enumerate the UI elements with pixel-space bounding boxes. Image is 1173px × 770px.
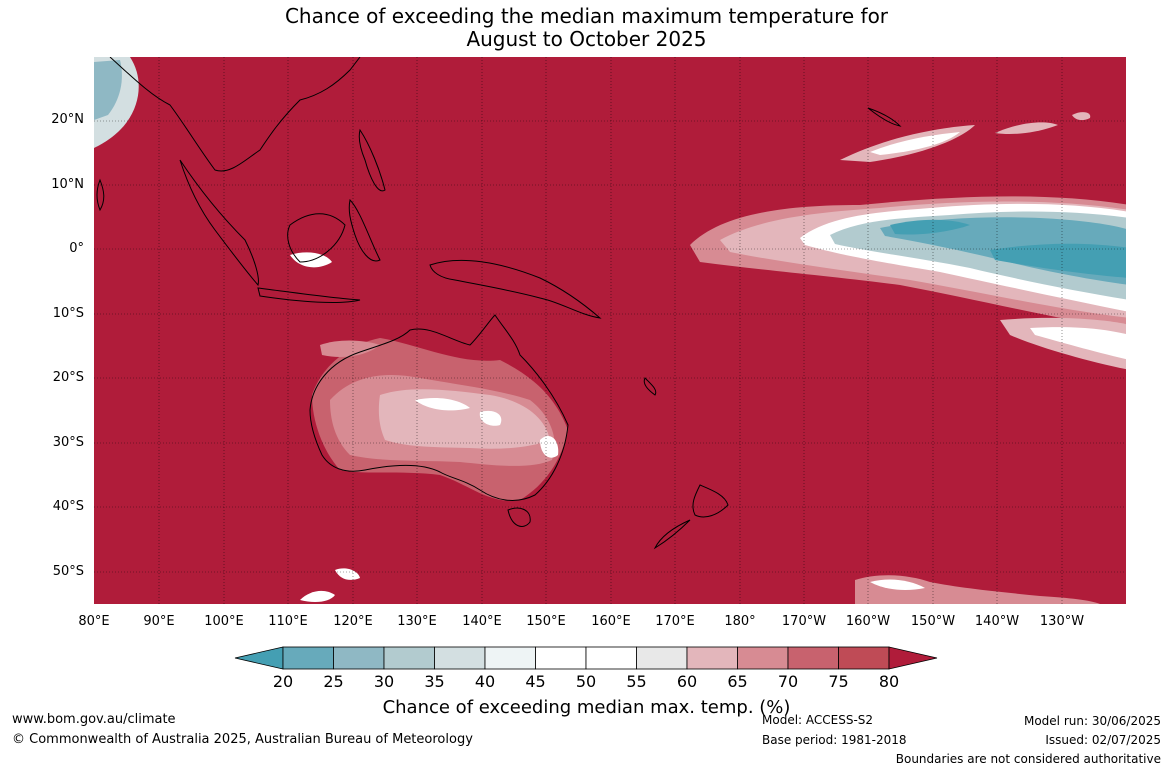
indian-subcontinent-anomaly: [94, 57, 139, 148]
map-title-line1: Chance of exceeding the median maximum t…: [284, 4, 889, 28]
colorbar-segment: [434, 646, 486, 670]
map-background: [94, 57, 1126, 604]
lon-label-180: 180°: [724, 614, 756, 629]
colorbar-tick-label: 65: [727, 672, 748, 691]
forecast-map: [94, 57, 1126, 604]
lat-label-20s: 20°S: [52, 370, 84, 385]
lat-label-10n: 10°N: [51, 177, 84, 192]
issued-text: Issued: 02/07/2025: [1045, 733, 1161, 747]
website-link[interactable]: www.bom.gov.au/climate: [12, 712, 176, 727]
colorbar-segment: [585, 646, 637, 670]
lon-label-150w: 150°W: [910, 614, 956, 629]
colorbar-tick-label: 30: [373, 672, 395, 691]
lon-label-150e: 150°E: [526, 614, 566, 629]
colorbar-tick-label: 20: [272, 672, 294, 691]
colorbar-tick-label: 60: [676, 672, 698, 691]
lon-label-140w: 140°W: [974, 614, 1020, 629]
lon-label-160e: 160°E: [591, 614, 631, 629]
colorbar-tick-label: 80: [878, 672, 900, 691]
graticule: [94, 57, 1126, 604]
lon-label-160w: 160°W: [845, 614, 891, 629]
lon-label-120e: 120°E: [333, 614, 373, 629]
lat-label-20n: 20°N: [51, 112, 84, 127]
lat-label-40s: 40°S: [52, 499, 84, 514]
lat-label-30s: 30°S: [52, 435, 84, 450]
lon-label-110e: 110°E: [268, 614, 308, 629]
colorbar-segment: [737, 646, 789, 670]
lon-label-170w: 170°W: [781, 614, 827, 629]
base-period-text: Base period: 1981-2018: [762, 733, 907, 747]
australia-anomaly: [312, 338, 568, 501]
lon-label-100e: 100°E: [204, 614, 244, 629]
colorbar-tick-label: 45: [525, 672, 546, 691]
copyright-text: © Commonwealth of Australia 2025, Austra…: [12, 732, 473, 747]
colorbar-segment: [333, 646, 385, 670]
colorbar-tick-label: 70: [777, 672, 799, 691]
colorbar-tick-label: 25: [323, 672, 344, 691]
map-title-line2: August to October 2025: [466, 27, 707, 51]
colorbar-segment: [838, 646, 890, 670]
coastlines: [96, 57, 902, 550]
lon-label-130e: 130°E: [397, 614, 437, 629]
lon-label-140e: 140°E: [462, 614, 502, 629]
lat-label-50s: 50°S: [52, 564, 84, 579]
colorbar-segment: [484, 646, 536, 670]
lat-label-0: 0°: [69, 241, 84, 256]
lon-label-80e: 80°E: [78, 614, 110, 629]
colorbar-title: Chance of exceeding median max. temp. (%…: [382, 697, 791, 718]
colorbar-tick-label: 50: [575, 672, 597, 691]
colorbar-segment: [383, 646, 435, 670]
colorbar-segment: [535, 646, 587, 670]
lon-label-90e: 90°E: [143, 614, 175, 629]
colorbar-segment: [282, 646, 334, 670]
colorbar-segment: [686, 646, 738, 670]
colorbar-tick-label: 75: [828, 672, 849, 691]
model-run-text: Model run: 30/06/2025: [1023, 714, 1161, 728]
colorbar-tick-label: 35: [424, 672, 445, 691]
colorbar-tick-label: 55: [626, 672, 647, 691]
lon-label-170e: 170°E: [655, 614, 695, 629]
colorbar-min-arrow: [234, 646, 284, 670]
disclaimer-text: Boundaries are not considered authoritat…: [895, 752, 1161, 766]
colorbar-max-arrow: [888, 646, 938, 670]
colorbar-segment: [636, 646, 688, 670]
colorbar-tick-label: 40: [474, 672, 496, 691]
model-text: Model: ACCESS-S2: [762, 713, 874, 727]
equatorial-pacific-anomaly: [690, 112, 1126, 370]
colorbar-segment: [787, 646, 839, 670]
lat-label-10s: 10°S: [52, 306, 84, 321]
lon-label-130w: 130°W: [1039, 614, 1085, 629]
